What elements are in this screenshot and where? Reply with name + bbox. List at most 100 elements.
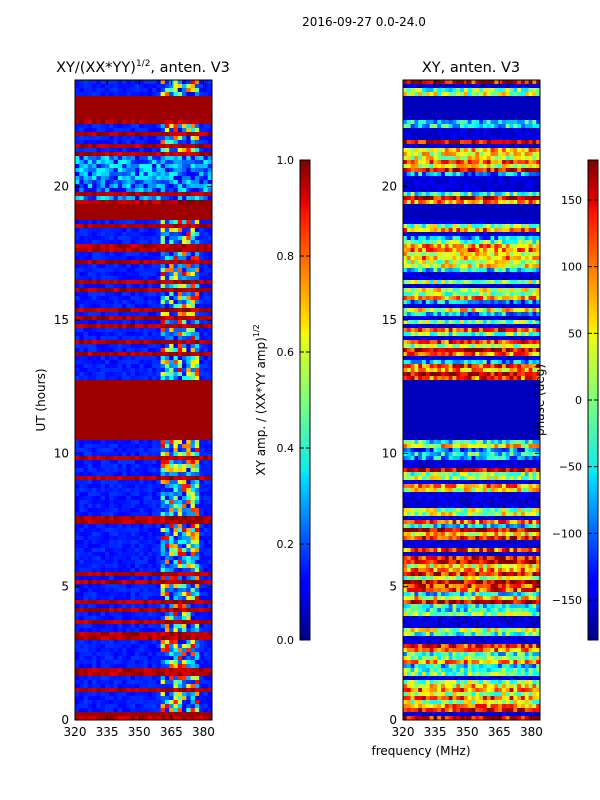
left-heatmap-cell — [109, 316, 115, 321]
left-heatmap-cell — [190, 512, 196, 517]
left-heatmap-cell — [147, 616, 153, 621]
right-heatmap-cell — [490, 148, 495, 153]
left-heatmap-cell — [143, 704, 149, 709]
left-heatmap-cell — [134, 92, 140, 97]
right-heatmap-cell — [452, 160, 457, 165]
left-heatmap-cell — [182, 708, 187, 713]
left-heatmap-cell — [169, 652, 175, 657]
left-heatmap-cell — [92, 704, 98, 709]
left-heatmap-cell — [122, 532, 127, 537]
left-heatmap-cell — [117, 280, 123, 285]
left-heatmap-cell — [109, 608, 115, 613]
right-heatmap-cell — [425, 124, 431, 129]
left-heatmap-cell — [199, 268, 205, 273]
left-heatmap-cell — [173, 680, 179, 685]
left-heatmap-cell — [152, 604, 157, 609]
left-heatmap-cell — [134, 632, 140, 637]
left-heatmap-cell — [173, 476, 179, 481]
left-heatmap-cell — [194, 524, 200, 529]
left-heatmap-cell — [194, 168, 200, 173]
left-heatmap-cell — [177, 336, 183, 341]
left-heatmap-cell — [177, 556, 183, 561]
left-heatmap-cell — [190, 180, 196, 185]
left-heatmap-cell — [100, 644, 106, 649]
left-heatmap-cell — [139, 492, 145, 497]
right-heatmap-cell — [429, 160, 435, 165]
left-heatmap-cell — [96, 304, 102, 309]
left-heatmap-cell — [173, 508, 179, 513]
left-heatmap-cell — [96, 284, 102, 289]
left-heatmap-cell — [194, 644, 200, 649]
left-heatmap-cell — [130, 240, 136, 245]
left-heatmap-cell — [104, 268, 110, 273]
left-heatmap-cell — [156, 464, 162, 469]
left-heatmap-cell — [139, 704, 145, 709]
left-heatmap-cell — [207, 572, 212, 577]
left-heatmap-cell — [130, 672, 136, 677]
left-heatmap-cell — [207, 124, 212, 129]
left-heatmap-cell — [96, 472, 102, 477]
left-heatmap-cell — [79, 304, 85, 309]
left-heatmap-cell — [177, 264, 183, 269]
left-heatmap-cell — [126, 452, 132, 457]
left-heatmap-cell — [186, 492, 192, 497]
left-heatmap-cell — [207, 600, 212, 605]
left-heatmap-cell — [117, 516, 123, 521]
left-heatmap-cell — [109, 236, 115, 241]
left-heatmap-cell — [130, 160, 136, 165]
left-heatmap-cell — [122, 616, 127, 621]
right-heatmap-cell — [475, 164, 480, 169]
left-heatmap-cell — [203, 684, 209, 689]
right-heatmap-cell — [410, 140, 416, 145]
left-heatmap-cell — [173, 244, 179, 249]
right-heatmap-cell — [437, 160, 442, 165]
left-heatmap-cell — [87, 704, 93, 709]
left-heatmap-cell — [207, 152, 212, 157]
right-heatmap-cell — [479, 124, 484, 129]
left-heatmap-cell — [75, 324, 80, 329]
left-heatmap-cell — [122, 716, 127, 720]
right-heatmap-cell — [441, 140, 446, 145]
left-heatmap-cell — [143, 440, 149, 445]
left-heatmap-cell — [117, 340, 123, 345]
left-heatmap-cell — [156, 440, 162, 445]
left-heatmap-cell — [139, 192, 145, 197]
left-heatmap-cell — [109, 260, 115, 265]
left-heatmap-cell — [92, 152, 98, 157]
left-heatmap-cell — [186, 132, 192, 137]
left-heatmap-cell — [177, 656, 183, 661]
left-heatmap-cell — [186, 556, 192, 561]
left-heatmap-cell — [143, 228, 149, 233]
left-heatmap-cell — [143, 696, 149, 701]
left-heatmap-cell — [75, 352, 80, 357]
left-heatmap-cell — [186, 252, 192, 257]
left-heatmap-cell — [122, 592, 127, 597]
left-heatmap-cell — [169, 564, 175, 569]
left-heatmap-cell — [143, 164, 149, 169]
left-heatmap-cell — [75, 540, 80, 545]
left-heatmap-cell — [152, 268, 157, 273]
left-heatmap-cell — [139, 604, 145, 609]
left-heatmap-cell — [156, 504, 162, 509]
left-heatmap-cell — [169, 648, 175, 653]
left-heatmap-row — [75, 100, 212, 105]
left-heatmap-cell — [79, 280, 85, 285]
left-heatmap-cell — [152, 696, 157, 701]
left-heatmap-cell — [190, 500, 196, 505]
left-heatmap-cell — [160, 300, 166, 305]
left-heatmap-cell — [156, 192, 162, 197]
left-heatmap-cell — [190, 504, 196, 509]
left-heatmap-cell — [160, 128, 166, 133]
left-heatmap-cell — [113, 580, 119, 585]
left-heatmap-cell — [134, 292, 140, 297]
left-heatmap-cell — [199, 652, 205, 657]
left-heatmap-cell — [207, 196, 212, 201]
left-heatmap-cell — [186, 584, 192, 589]
left-heatmap-cell — [87, 672, 93, 677]
left-heatmap-cell — [126, 200, 132, 205]
right-heatmap-cell — [520, 84, 526, 89]
left-heatmap-cell — [92, 468, 98, 473]
left-heatmap-cell — [199, 220, 205, 225]
left-heatmap-cell — [147, 688, 153, 693]
left-heatmap-cell — [113, 292, 119, 297]
